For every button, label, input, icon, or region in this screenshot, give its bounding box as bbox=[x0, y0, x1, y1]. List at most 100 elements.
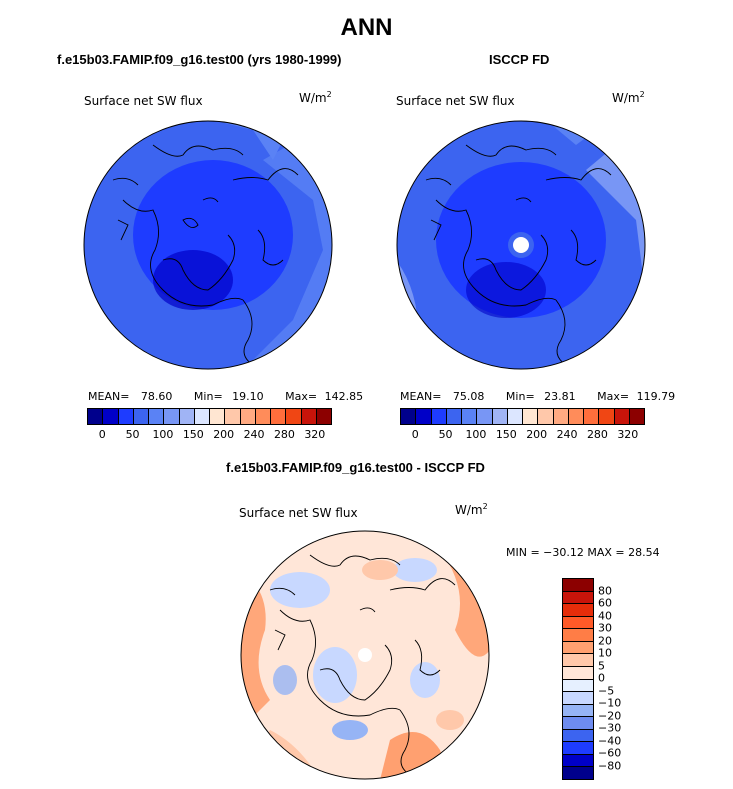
panel1-variable: Surface net SW flux bbox=[84, 94, 203, 108]
colorbar-swatch bbox=[401, 409, 417, 424]
diff-subtitle: f.e15b03.FAMIP.f09_g16.test00 - ISCCP FD bbox=[226, 460, 485, 475]
colorbar-swatch bbox=[255, 409, 271, 424]
colorbar-tick-label: 80 bbox=[598, 584, 612, 597]
panel2-colorbar bbox=[400, 408, 645, 425]
colorbar-swatch bbox=[271, 409, 287, 424]
colorbar-swatch bbox=[286, 409, 302, 424]
colorbar-tick-label: −60 bbox=[598, 746, 622, 760]
diff-minmax: MIN = −30.12 MAX = 28.54 bbox=[506, 546, 660, 559]
colorbar-swatch bbox=[210, 409, 226, 424]
colorbar-swatch bbox=[133, 409, 149, 424]
colorbar-swatch bbox=[563, 666, 593, 680]
colorbar-swatch bbox=[225, 409, 241, 424]
colorbar-swatch bbox=[629, 409, 644, 424]
colorbar-tick-label: 200 bbox=[213, 428, 235, 441]
colorbar-tick-label: 0 bbox=[411, 428, 419, 441]
colorbar-tick-label: 280 bbox=[586, 428, 608, 441]
colorbar-swatch bbox=[563, 641, 593, 655]
diff-variable: Surface net SW flux bbox=[239, 506, 358, 520]
panel1-polar-map bbox=[83, 120, 333, 370]
panel1-colorbar-ticks: 0 50 100 150 200 240 280 320 bbox=[87, 428, 330, 442]
panel2-units: W/m2 bbox=[612, 90, 645, 105]
panel1-units: W/m2 bbox=[299, 90, 332, 105]
diff-units: W/m2 bbox=[455, 502, 488, 517]
panel2-subtitle: ISCCP FD bbox=[489, 52, 550, 67]
colorbar-tick-label: −20 bbox=[598, 709, 622, 722]
panel1-colorbar bbox=[87, 408, 332, 425]
colorbar-tick-label: 50 bbox=[438, 428, 453, 441]
colorbar-tick-label: −10 bbox=[598, 696, 622, 710]
colorbar-tick-label: −40 bbox=[598, 734, 622, 747]
colorbar-swatch bbox=[462, 409, 478, 424]
colorbar-tick-label: 60 bbox=[598, 596, 612, 610]
panel1-stats: MEAN= 78.60 Min= 19.10 Max= 142.85 bbox=[88, 390, 364, 403]
diff-polar-map bbox=[240, 530, 490, 780]
colorbar-swatch bbox=[446, 409, 462, 424]
colorbar-swatch bbox=[431, 409, 447, 424]
colorbar-tick-label: 100 bbox=[152, 428, 174, 441]
colorbar-swatch bbox=[568, 409, 584, 424]
colorbar-tick-label: −30 bbox=[598, 721, 622, 735]
colorbar-swatch bbox=[88, 409, 104, 424]
diff-colorbar-ticks: 80 60 40 30 20 10 5 0 −5 −10 −20 −30 −40 −60 −80 bbox=[598, 578, 638, 778]
colorbar-swatch bbox=[492, 409, 508, 424]
colorbar-tick-label: 100 bbox=[465, 428, 487, 441]
colorbar-tick-label: −80 bbox=[598, 759, 622, 772]
colorbar-swatch bbox=[507, 409, 523, 424]
panel2-colorbar-ticks: 0 50 100 150 200 240 280 320 bbox=[400, 428, 643, 442]
colorbar-swatch bbox=[599, 409, 615, 424]
colorbar-tick-label: 320 bbox=[304, 428, 326, 441]
colorbar-tick-label: 200 bbox=[526, 428, 548, 441]
colorbar-swatch bbox=[316, 409, 331, 424]
colorbar-swatch bbox=[563, 654, 593, 667]
panel1-subtitle: f.e15b03.FAMIP.f09_g16.test00 (yrs 1980-… bbox=[57, 52, 342, 67]
colorbar-tick-label: 150 bbox=[182, 428, 204, 441]
colorbar-swatch bbox=[523, 409, 539, 424]
colorbar-swatch bbox=[614, 409, 630, 424]
colorbar-tick-label: 50 bbox=[125, 428, 140, 441]
colorbar-swatch bbox=[416, 409, 432, 424]
panel2-stats: MEAN= 75.08 Min= 23.81 Max= 119.79 bbox=[400, 390, 676, 403]
colorbar-tick-label: 20 bbox=[598, 634, 612, 647]
colorbar-swatch bbox=[118, 409, 134, 424]
colorbar-swatch bbox=[563, 604, 593, 617]
colorbar-swatch bbox=[563, 692, 593, 705]
colorbar-swatch bbox=[553, 409, 569, 424]
colorbar-swatch bbox=[194, 409, 210, 424]
colorbar-swatch bbox=[563, 629, 593, 642]
colorbar-swatch bbox=[301, 409, 317, 424]
colorbar-swatch bbox=[563, 679, 593, 693]
colorbar-swatch bbox=[240, 409, 256, 424]
colorbar-swatch bbox=[149, 409, 165, 424]
colorbar-swatch bbox=[584, 409, 600, 424]
colorbar-swatch bbox=[563, 729, 593, 743]
diff-colorbar bbox=[562, 578, 594, 780]
colorbar-swatch bbox=[477, 409, 493, 424]
colorbar-tick-label: 40 bbox=[598, 609, 612, 622]
colorbar-tick-label: 240 bbox=[243, 428, 265, 441]
colorbar-swatch bbox=[164, 409, 180, 424]
colorbar-swatch bbox=[563, 591, 593, 605]
colorbar-swatch bbox=[563, 579, 593, 592]
colorbar-tick-label: 30 bbox=[598, 621, 612, 635]
colorbar-tick-label: 0 bbox=[598, 671, 605, 685]
colorbar-tick-label: 320 bbox=[617, 428, 639, 441]
colorbar-swatch bbox=[563, 767, 593, 779]
colorbar-tick-label: 240 bbox=[556, 428, 578, 441]
colorbar-tick-label: −5 bbox=[598, 684, 615, 697]
colorbar-swatch bbox=[179, 409, 195, 424]
colorbar-tick-label: 280 bbox=[273, 428, 295, 441]
colorbar-swatch bbox=[538, 409, 554, 424]
colorbar-swatch bbox=[563, 704, 593, 718]
panel2-polar-map bbox=[396, 120, 646, 370]
figure-title: ANN bbox=[340, 14, 393, 41]
colorbar-swatch bbox=[563, 742, 593, 755]
panel2-variable: Surface net SW flux bbox=[396, 94, 515, 108]
colorbar-swatch bbox=[563, 717, 593, 730]
colorbar-tick-label: 5 bbox=[598, 659, 605, 672]
colorbar-tick-label: 10 bbox=[598, 646, 612, 660]
colorbar-swatch bbox=[563, 616, 593, 630]
colorbar-tick-label: 0 bbox=[98, 428, 106, 441]
colorbar-tick-label: 150 bbox=[495, 428, 517, 441]
colorbar-swatch bbox=[563, 754, 593, 768]
